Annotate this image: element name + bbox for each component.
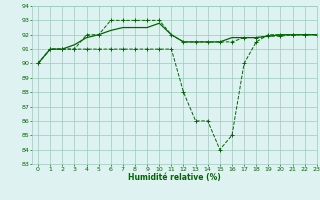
X-axis label: Humidité relative (%): Humidité relative (%) xyxy=(128,173,221,182)
